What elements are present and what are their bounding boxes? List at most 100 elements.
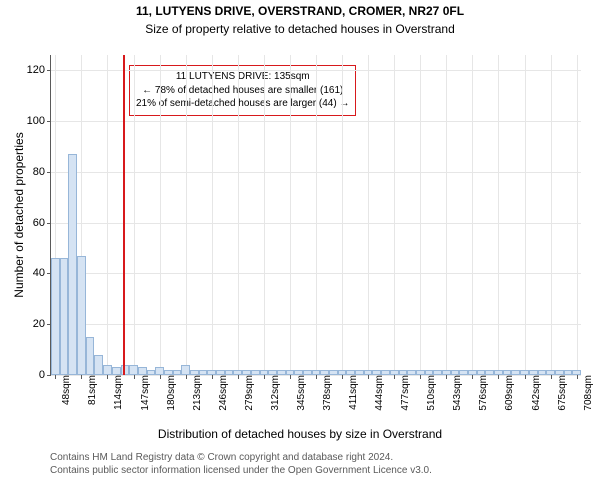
x-tick-label: 477sqm [398, 375, 411, 411]
gridline-vertical [472, 55, 473, 375]
callout-box: 11 LUTYENS DRIVE: 135sqm ← 78% of detach… [129, 65, 356, 116]
histogram-bar [364, 370, 373, 375]
histogram-bar [251, 370, 260, 375]
x-tick-mark [525, 375, 526, 379]
histogram-bar [138, 367, 147, 375]
x-tick-label: 708sqm [581, 375, 594, 411]
x-tick-label: 81sqm [85, 375, 98, 405]
histogram-bar [468, 370, 477, 375]
gridline-vertical [134, 55, 135, 375]
x-tick-mark [134, 375, 135, 379]
gridline-vertical [342, 55, 343, 375]
histogram-bar [225, 370, 234, 375]
gridline-vertical [107, 55, 108, 375]
histogram-bar [572, 370, 581, 375]
y-tick-mark [47, 172, 51, 173]
histogram-bar [407, 370, 416, 375]
x-tick-mark [264, 375, 265, 379]
x-tick-mark [238, 375, 239, 379]
x-tick-mark [212, 375, 213, 379]
x-tick-mark [55, 375, 56, 379]
histogram-bar [546, 370, 555, 375]
plot-area: 11 LUTYENS DRIVE: 135sqm ← 78% of detach… [50, 55, 581, 376]
histogram-bar [268, 370, 277, 375]
histogram-bar [433, 370, 442, 375]
histogram-bar [164, 370, 173, 375]
x-tick-mark [290, 375, 291, 379]
histogram-bar [129, 365, 138, 375]
footer-line-1: Contains HM Land Registry data © Crown c… [50, 451, 432, 464]
x-tick-label: 411sqm [346, 375, 359, 410]
reference-line [123, 55, 125, 375]
histogram-bar [242, 370, 251, 375]
histogram-bar [312, 370, 321, 375]
x-tick-label: 642sqm [529, 375, 542, 411]
gridline-vertical [290, 55, 291, 375]
histogram-bar [86, 337, 95, 375]
histogram-bar [233, 370, 242, 375]
y-tick-mark [47, 121, 51, 122]
histogram-bar [425, 370, 434, 375]
x-tick-mark [498, 375, 499, 379]
histogram-bar [459, 370, 468, 375]
histogram-bar [51, 258, 60, 375]
x-tick-label: 576sqm [476, 375, 489, 411]
x-tick-label: 345sqm [294, 375, 307, 411]
gridline-vertical [186, 55, 187, 375]
x-tick-mark [316, 375, 317, 379]
histogram-bar [60, 258, 69, 375]
x-tick-mark [342, 375, 343, 379]
gridline-vertical [551, 55, 552, 375]
histogram-bar [355, 370, 364, 375]
gridline-vertical [394, 55, 395, 375]
histogram-bar [511, 370, 520, 375]
histogram-bar [399, 370, 408, 375]
x-tick-label: 213sqm [190, 375, 203, 411]
histogram-bar [442, 370, 451, 375]
y-tick-mark [47, 375, 51, 376]
histogram-bar [207, 370, 216, 375]
histogram-bar [216, 370, 225, 375]
gridline-vertical [446, 55, 447, 375]
x-tick-mark [368, 375, 369, 379]
histogram-bar [520, 370, 529, 375]
x-tick-mark [394, 375, 395, 379]
chart-title: 11, LUTYENS DRIVE, OVERSTRAND, CROMER, N… [0, 4, 600, 18]
histogram-bar [390, 370, 399, 375]
gridline-vertical [525, 55, 526, 375]
histogram-bar [181, 365, 190, 375]
callout-line-3: 21% of semi-detached houses are larger (… [136, 97, 349, 111]
gridline-vertical [498, 55, 499, 375]
histogram-bar [190, 370, 199, 375]
x-tick-label: 180sqm [164, 375, 177, 411]
x-tick-mark [551, 375, 552, 379]
histogram-bar [77, 256, 86, 375]
x-tick-label: 609sqm [502, 375, 515, 411]
histogram-bar [494, 370, 503, 375]
histogram-bar [338, 370, 347, 375]
callout-line-1: 11 LUTYENS DRIVE: 135sqm [136, 70, 349, 84]
y-tick-mark [47, 223, 51, 224]
callout-line-2: ← 78% of detached houses are smaller (16… [136, 84, 349, 98]
footer-line-2: Contains public sector information licen… [50, 464, 432, 477]
histogram-bar [346, 370, 355, 375]
histogram-bar [260, 370, 269, 375]
histogram-bar [277, 370, 286, 375]
gridline-vertical [160, 55, 161, 375]
histogram-bar [94, 355, 103, 375]
x-tick-label: 114sqm [111, 375, 124, 410]
x-tick-label: 279sqm [242, 375, 255, 411]
x-tick-label: 378sqm [320, 375, 333, 411]
x-tick-mark [420, 375, 421, 379]
gridline-vertical [420, 55, 421, 375]
histogram-bar [381, 370, 390, 375]
x-tick-label: 312sqm [268, 375, 281, 411]
gridline-vertical [368, 55, 369, 375]
histogram-bar [68, 154, 77, 375]
histogram-bar [451, 370, 460, 375]
x-tick-mark [472, 375, 473, 379]
histogram-bar [329, 370, 338, 375]
histogram-bar [485, 370, 494, 375]
histogram-bar [303, 370, 312, 375]
histogram-bar [294, 370, 303, 375]
